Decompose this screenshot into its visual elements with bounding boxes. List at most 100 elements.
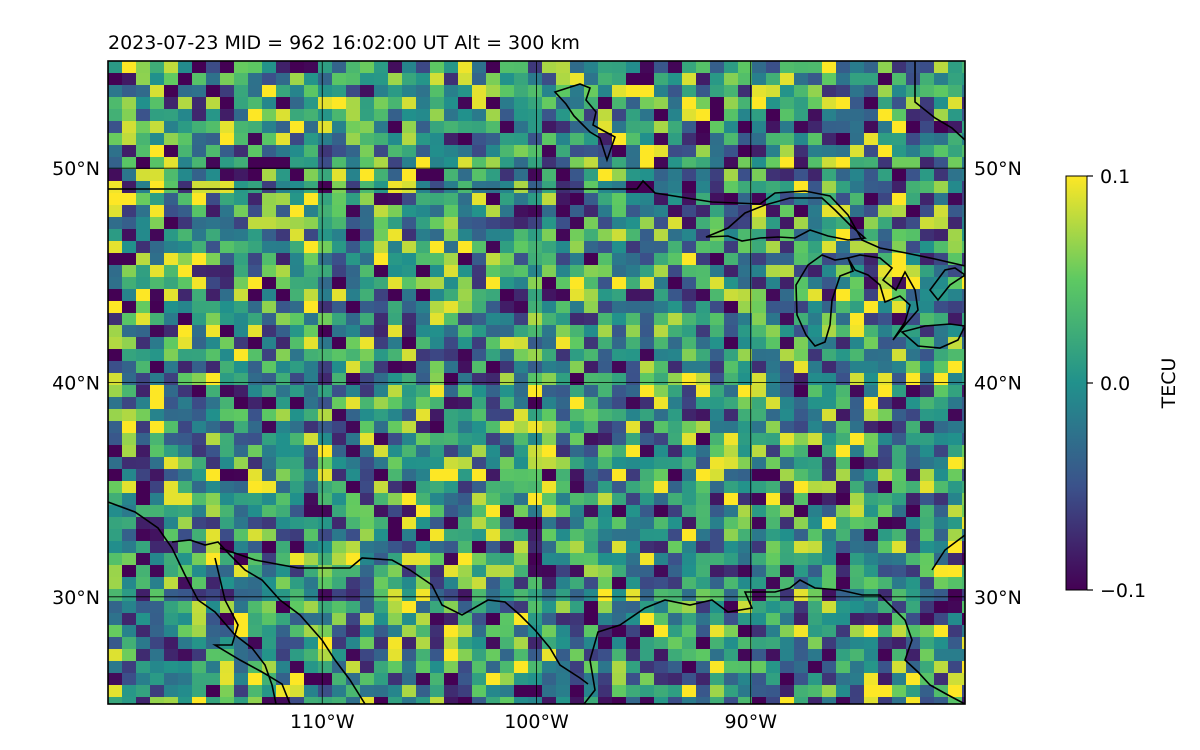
tec-cell — [402, 433, 417, 446]
tec-cell — [724, 157, 739, 170]
tec-cell — [850, 529, 865, 542]
tec-cell — [626, 133, 641, 146]
tec-cell — [864, 385, 879, 398]
tec-cell — [570, 481, 585, 494]
tec-cell — [878, 397, 893, 410]
tec-cell — [108, 313, 123, 326]
tec-cell — [514, 529, 529, 542]
tec-cell — [220, 421, 235, 434]
tec-cell — [136, 409, 151, 422]
tec-cell — [500, 565, 515, 578]
tec-cell — [290, 97, 305, 110]
tec-cell — [808, 625, 823, 638]
tec-cell — [402, 661, 417, 674]
tec-cell — [892, 193, 907, 206]
tec-cell — [276, 553, 291, 566]
tec-cell — [528, 649, 543, 662]
tec-cell — [122, 397, 137, 410]
tec-cell — [710, 265, 725, 278]
tec-cell — [682, 109, 697, 122]
tec-cell — [206, 697, 221, 704]
tec-cell — [668, 85, 683, 98]
tec-cell — [276, 193, 291, 206]
tec-cell — [962, 109, 965, 122]
tec-cell — [332, 421, 347, 434]
tec-cell — [710, 565, 725, 578]
tec-cell — [556, 553, 571, 566]
tec-cell — [906, 73, 921, 86]
tec-cell — [654, 409, 669, 422]
tec-cell — [570, 229, 585, 242]
tec-cell — [304, 661, 319, 674]
tec-cell — [388, 97, 403, 110]
tec-cell — [472, 253, 487, 266]
tec-cell — [878, 253, 893, 266]
tec-cell — [108, 673, 123, 686]
tec-cell — [640, 397, 655, 410]
tec-cell — [920, 373, 935, 386]
tec-cell — [458, 157, 473, 170]
tec-cell — [500, 133, 515, 146]
tec-cell — [668, 241, 683, 254]
tec-cell — [640, 301, 655, 314]
tec-cell — [458, 229, 473, 242]
tec-cell — [696, 61, 711, 74]
tec-cell — [234, 409, 249, 422]
tec-cell — [164, 625, 179, 638]
tec-cell — [360, 685, 375, 698]
tec-cell — [318, 361, 333, 374]
tec-cell — [458, 445, 473, 458]
tec-cell — [766, 145, 781, 158]
tec-cell — [738, 433, 753, 446]
tec-cell — [374, 229, 389, 242]
tec-cell — [948, 277, 963, 290]
tec-cell — [290, 637, 305, 650]
tec-cell — [682, 649, 697, 662]
tec-cell — [332, 625, 347, 638]
tec-cell — [962, 253, 965, 266]
tec-cell — [892, 181, 907, 194]
tec-cell — [444, 541, 459, 554]
tec-cell — [878, 577, 893, 590]
tec-cell — [780, 613, 795, 626]
tec-cell — [836, 109, 851, 122]
tec-cell — [836, 409, 851, 422]
tec-cell — [556, 121, 571, 134]
tec-cell — [682, 673, 697, 686]
tec-cell — [654, 625, 669, 638]
tec-cell — [850, 61, 865, 74]
tec-cell — [178, 289, 193, 302]
tec-cell — [136, 241, 151, 254]
tec-cell — [458, 625, 473, 638]
tec-cell — [402, 601, 417, 614]
tec-cell — [374, 493, 389, 506]
tec-cell — [318, 577, 333, 590]
tec-cell — [906, 145, 921, 158]
tec-cell — [458, 553, 473, 566]
tec-cell — [850, 457, 865, 470]
tec-cell — [962, 361, 965, 374]
tec-cell — [598, 253, 613, 266]
tec-cell — [248, 649, 263, 662]
tec-cell — [276, 121, 291, 134]
tec-cell — [136, 433, 151, 446]
tec-cell — [458, 253, 473, 266]
tec-cell — [892, 481, 907, 494]
tec-cell — [150, 325, 165, 338]
tec-cell — [724, 469, 739, 482]
tec-cell — [136, 313, 151, 326]
tec-cell — [332, 301, 347, 314]
tec-cell — [444, 445, 459, 458]
tec-cell — [192, 361, 207, 374]
tec-cell — [710, 61, 725, 74]
tec-cell — [780, 517, 795, 530]
tec-cell — [794, 637, 809, 650]
tec-cell — [710, 625, 725, 638]
tec-cell — [598, 493, 613, 506]
tec-cell — [934, 121, 949, 134]
tec-cell — [290, 169, 305, 182]
tec-cell — [206, 673, 221, 686]
tec-cell — [164, 685, 179, 698]
tec-cell — [794, 289, 809, 302]
tec-cell — [402, 421, 417, 434]
